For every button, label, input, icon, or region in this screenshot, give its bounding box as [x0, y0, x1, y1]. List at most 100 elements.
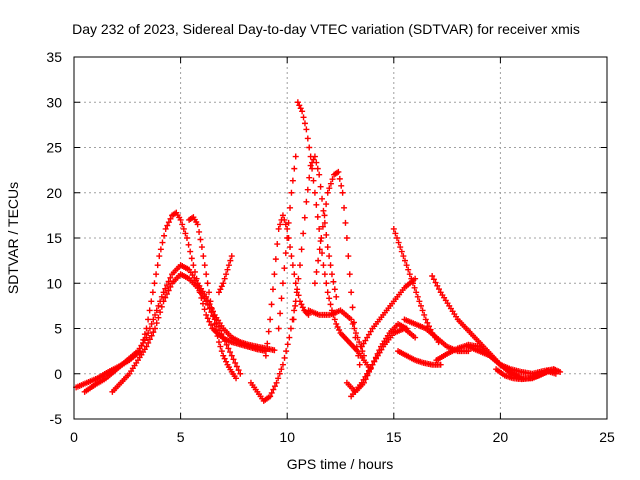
data-point — [356, 339, 363, 346]
data-point — [208, 305, 215, 312]
data-point — [326, 295, 333, 302]
series-track-16 — [390, 225, 442, 346]
data-point — [223, 358, 230, 365]
data-point — [341, 204, 348, 211]
data-point — [146, 325, 153, 332]
data-point — [557, 368, 564, 375]
data-point — [283, 348, 290, 355]
data-point — [182, 230, 189, 237]
data-point — [432, 279, 439, 286]
data-point — [301, 120, 308, 127]
data-point — [333, 293, 340, 300]
y-tick-label: 15 — [46, 230, 62, 246]
data-point — [145, 316, 152, 323]
data-point — [288, 253, 295, 260]
data-point — [287, 204, 294, 211]
data-point — [356, 361, 363, 368]
data-point — [198, 244, 205, 251]
data-point — [338, 182, 345, 189]
data-point — [165, 287, 172, 294]
data-point — [228, 253, 235, 260]
plot-frame — [73, 56, 608, 420]
data-point — [434, 282, 441, 289]
data-point — [211, 320, 218, 327]
data-point — [333, 320, 340, 327]
data-point — [148, 332, 155, 339]
data-point — [206, 289, 213, 296]
series-track-18 — [401, 316, 472, 355]
data-point — [354, 334, 361, 341]
data-point — [295, 275, 302, 282]
data-point — [328, 271, 335, 278]
data-point — [376, 349, 383, 356]
data-point — [343, 235, 350, 241]
data-point — [268, 389, 275, 396]
data-point — [158, 293, 165, 300]
data-point — [146, 336, 153, 343]
data-point — [264, 340, 271, 347]
x-tick-label: 5 — [177, 429, 185, 445]
data-point — [320, 207, 327, 214]
data-point — [201, 262, 208, 269]
data-point — [296, 298, 303, 305]
data-point — [430, 276, 437, 283]
data-point — [296, 262, 303, 269]
data-point — [268, 301, 275, 308]
data-point — [267, 316, 274, 323]
data-point — [346, 271, 353, 278]
data-point — [301, 214, 308, 221]
data-point — [232, 359, 239, 366]
data-point — [153, 271, 160, 278]
data-point — [204, 301, 211, 308]
y-tick-label: 35 — [46, 49, 62, 65]
data-point — [321, 219, 328, 226]
data-point — [362, 337, 369, 344]
data-point — [351, 325, 358, 332]
data-point — [437, 361, 444, 368]
data-point — [143, 343, 150, 350]
data-point — [401, 257, 408, 264]
data-point — [221, 275, 228, 282]
data-point — [324, 244, 331, 251]
data-point — [274, 241, 281, 248]
data-point — [314, 165, 321, 172]
data-point — [393, 235, 400, 241]
data-point — [281, 265, 288, 272]
data-point — [275, 325, 282, 332]
y-tick-label: 25 — [46, 140, 62, 156]
data-point — [287, 244, 294, 251]
data-point — [313, 159, 320, 166]
data-point — [303, 126, 310, 133]
data-point — [145, 339, 152, 346]
data-point — [278, 295, 285, 302]
data-point — [217, 343, 224, 350]
data-point — [321, 271, 328, 278]
data-point — [319, 250, 326, 257]
data-point — [316, 171, 323, 178]
data-point — [318, 235, 325, 241]
data-point — [207, 298, 214, 305]
data-point — [403, 262, 410, 269]
data-point — [203, 311, 210, 318]
data-point — [158, 303, 165, 310]
data-point — [352, 330, 359, 337]
data-point — [228, 352, 235, 359]
data-point — [225, 262, 232, 269]
data-point — [367, 328, 374, 335]
data-point — [271, 383, 278, 390]
data-point — [298, 301, 305, 308]
data-point — [281, 216, 288, 223]
data-point — [153, 307, 160, 314]
data-point — [296, 102, 303, 109]
data-point — [365, 331, 372, 338]
data-point — [161, 232, 168, 239]
data-point — [150, 316, 157, 323]
data-point — [552, 370, 559, 377]
data-point — [215, 323, 222, 330]
axis-ticks: 0 5 10 15 20 25 -5 0 5 10 15 20 25 30 35 — [46, 49, 615, 445]
data-point — [371, 358, 378, 365]
data-point — [279, 212, 286, 219]
data-point — [291, 271, 298, 278]
data-point — [235, 367, 242, 374]
